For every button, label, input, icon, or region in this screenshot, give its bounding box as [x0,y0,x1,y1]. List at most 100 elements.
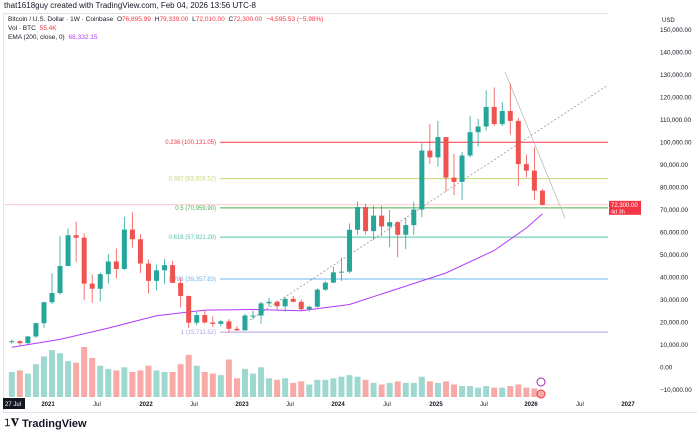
currency-label: USD [662,18,675,24]
y-tick-label: −10,000.00 [660,387,692,394]
volume-legend[interactable]: Vol · BTC 55.4K [8,25,59,32]
open-label: O [116,16,122,23]
volume-bar [515,384,522,397]
x-tick-label: Jul [480,402,488,408]
candle-body [475,126,481,133]
candle-body [435,137,441,158]
volume-bar [121,367,128,397]
candle-body [89,283,95,289]
last-price-value: 72,300.00 [611,203,638,209]
candle-body [266,301,272,304]
x-tick-label: Jul [576,402,584,408]
candle-body [258,303,264,316]
us-flag-event-icon [536,389,546,399]
change-value: −4,595.53 (−5.98%) [265,16,324,23]
volume-bar [338,376,345,397]
last-price-tag [609,200,641,215]
candle-body [226,321,232,329]
volume-bar [330,378,337,397]
candle-body [403,225,409,235]
candle-body [379,215,385,227]
volume-bar [451,384,457,397]
volume-bar [491,387,498,397]
candle-body [515,120,521,165]
volume-bar [499,387,506,397]
y-tick-label: 120,000.00 [660,95,692,102]
candle-body [459,155,465,182]
x-tick-label: 2026 [524,402,538,408]
x-tick-label: Jul [383,402,391,408]
volume-bar [225,359,232,397]
volume-value: 55.4K [39,25,57,32]
candle-body [427,150,433,158]
volume-bar [258,367,265,397]
candle-body [411,209,417,226]
volume-bar [475,387,482,397]
x-tick-label: 2027 [621,402,635,408]
ema-value: 68,332.15 [68,34,98,41]
candle-body [250,315,256,317]
volume-bar [402,382,409,397]
candle-body [298,301,304,310]
symbol-legend[interactable]: Bitcoin / U.S. Dollar · 1W · Coinbase O 7… [8,16,325,23]
candle-body [387,222,393,227]
candle-body [234,328,240,331]
volume-bar [137,370,144,397]
chart-credit: that1618guy created with TradingView.com… [4,1,257,10]
descending-trendline [504,71,566,219]
candle-body [25,336,31,344]
fib-level-label: 0.382 (83,928.52) [169,177,216,183]
ema-legend[interactable]: EMA (200, close, 0) 68,332.15 [8,34,99,41]
candle-body [121,229,127,269]
volume-bar [57,353,64,397]
x-tick-label: 27 Jul [5,402,21,408]
high-label: H [154,16,160,23]
volume-bar [459,386,466,397]
candle-body [178,282,184,296]
candle-body [186,295,192,323]
symbol-name: Bitcoin / U.S. Dollar · 1W · Coinbase [8,16,114,23]
volume-bar [418,376,425,397]
volume-bar [65,361,72,397]
ema-label: EMA (200, close, 0) [8,34,65,41]
volume-bar [153,370,160,397]
volume-bar [426,381,433,397]
high-value: 79,339.00 [159,16,189,23]
y-tick-label: 150,000.00 [660,27,692,34]
candle-body [282,298,288,307]
volume-bar [241,368,248,397]
volume-bar [185,354,192,397]
candle-body [443,137,449,178]
y-tick-label: 70,000.00 [660,207,689,214]
candle-body [419,150,425,210]
candle-body [97,274,103,289]
volume-bar [250,373,256,397]
candle-body [290,298,296,302]
time-cursor-badge [3,398,25,409]
candle-body [9,341,15,343]
volume-bar [97,365,104,397]
candle-body [467,132,473,156]
candle-body [451,177,457,182]
candle-body [194,315,200,323]
y-tick-label: 140,000.00 [660,50,692,57]
candle-body [330,272,336,283]
fib-level-label: 0.5 (70,959.90) [175,206,216,212]
volume-bar [169,372,176,397]
volume-bar [507,386,514,397]
bar-countdown: 4d 3h [611,209,625,215]
low-value: 72,010.00 [195,16,225,23]
volume-bar [89,357,96,397]
candle-body [338,271,344,273]
fib-level-label: 0.236 (100,131.05) [165,140,216,146]
candle-body [137,239,143,264]
candle-body [314,289,320,307]
volume-bar [394,381,401,397]
volume-bar [523,387,530,397]
volume-bar [201,372,208,397]
x-tick-label: Jul [93,402,101,408]
volume-bar [217,375,224,397]
candle-body [33,323,39,337]
y-tick-label: 40,000.00 [660,275,689,282]
